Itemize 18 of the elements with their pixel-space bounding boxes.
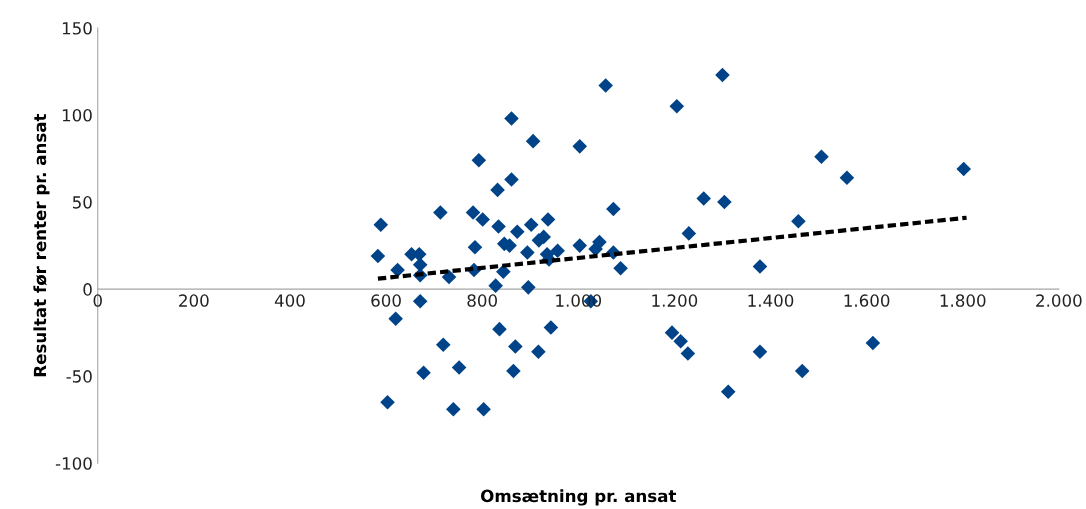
y-tick-label: 50 (72, 196, 92, 209)
y-tick-label: 150 (62, 21, 92, 35)
y-tick-label: 0 (83, 283, 92, 296)
x-tick-label: 2.000 (1036, 294, 1082, 307)
x-axis-title: Omsætning pr. ansat (481, 489, 677, 506)
x-tick-label: 1.200 (652, 294, 698, 307)
y-axis-title: Resultat før renter pr. ansat (33, 113, 50, 377)
x-tick-label: 1.800 (940, 294, 986, 307)
y-tick-label: 100 (62, 109, 92, 122)
x-tick-label: 200 (179, 294, 209, 307)
x-tick-label: 400 (274, 294, 305, 307)
y-tick-label: -50 (66, 370, 92, 383)
x-tick-label: 1.400 (748, 294, 794, 307)
x-tick-label: 600 (371, 294, 401, 307)
x-tick-label: 800 (467, 294, 497, 307)
x-tick-label: 0 (93, 294, 102, 307)
x-tick-label: 1.600 (844, 294, 890, 307)
y-tick-label: -100 (55, 457, 92, 470)
